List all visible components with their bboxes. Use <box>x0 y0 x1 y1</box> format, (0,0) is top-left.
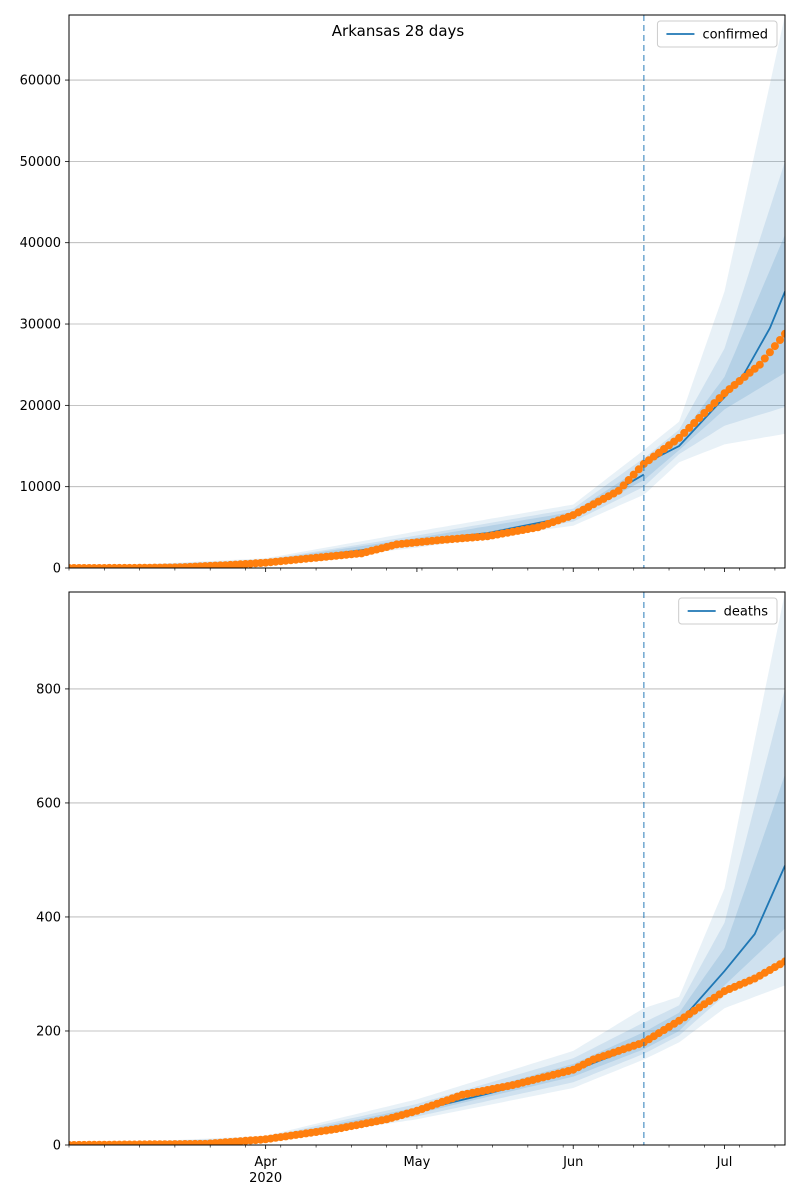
y-tick-label: 20000 <box>20 399 61 414</box>
observed-point <box>755 360 764 369</box>
figure-title: Arkansas 28 days <box>332 22 465 40</box>
x-tick-label: Jul <box>716 1155 733 1170</box>
uncertainty-band-inner <box>69 774 785 1145</box>
uncertainty-band-middle <box>69 161 785 568</box>
y-tick-label: 10000 <box>20 480 61 495</box>
confirmed-chart: 0 10000 20000 30000 40000 50000 60000 confirmed <box>20 14 786 577</box>
y-tick-label: 60000 <box>20 74 61 89</box>
observed-point <box>680 428 689 437</box>
uncertainty-band-outer <box>69 15 785 568</box>
observed-point <box>614 486 623 495</box>
uncertainty-band-inner <box>69 234 785 568</box>
y-tick-label: 40000 <box>20 236 61 251</box>
axes-frame <box>68 591 786 1146</box>
y-tick-label: 50000 <box>20 155 61 170</box>
observed-point <box>690 419 699 427</box>
y-tick-label: 800 <box>36 682 61 697</box>
observed-point <box>629 470 638 479</box>
y-tick-label: 0 <box>53 562 61 577</box>
observed-point <box>715 394 724 403</box>
x-tick-label: Apr <box>254 1155 277 1170</box>
observed-point <box>781 957 785 966</box>
plot-area <box>69 15 785 568</box>
observed-point <box>685 423 694 432</box>
y-tick-label: 400 <box>36 910 61 925</box>
observed-point <box>710 399 719 408</box>
axes-frame <box>68 14 786 569</box>
observed-point <box>700 409 709 417</box>
x-year-label: 2020 <box>249 1171 282 1186</box>
observed-point <box>781 329 785 338</box>
legend-box <box>678 597 778 625</box>
y-tick-label: 0 <box>53 1139 61 1154</box>
observed-point <box>695 414 704 422</box>
plot-area <box>69 592 785 1145</box>
observed-point <box>675 433 684 442</box>
legend-label: deaths <box>724 605 769 620</box>
observed-point <box>619 481 628 490</box>
legend: deaths <box>678 597 778 625</box>
y-tick-label: 200 <box>36 1024 61 1039</box>
observed-point <box>624 476 633 484</box>
uncertainty-band-outer <box>69 592 785 1145</box>
observed-point <box>705 404 714 413</box>
observed-point <box>634 465 643 474</box>
x-tick-label: Jun <box>562 1155 583 1170</box>
observed-point <box>770 342 779 351</box>
observed-point <box>765 348 774 357</box>
legend: confirmed <box>656 20 778 48</box>
x-tick-label: May <box>403 1155 430 1170</box>
y-tick-label: 30000 <box>20 318 61 333</box>
y-tick-label: 600 <box>36 796 61 811</box>
observed-point <box>760 354 769 363</box>
legend-label: confirmed <box>702 28 768 43</box>
observed-point <box>776 336 784 344</box>
deaths-chart: 0 200 400 600 800 Apr May Jun Jul 2020 deaths <box>36 591 786 1186</box>
legend-box <box>656 20 778 48</box>
